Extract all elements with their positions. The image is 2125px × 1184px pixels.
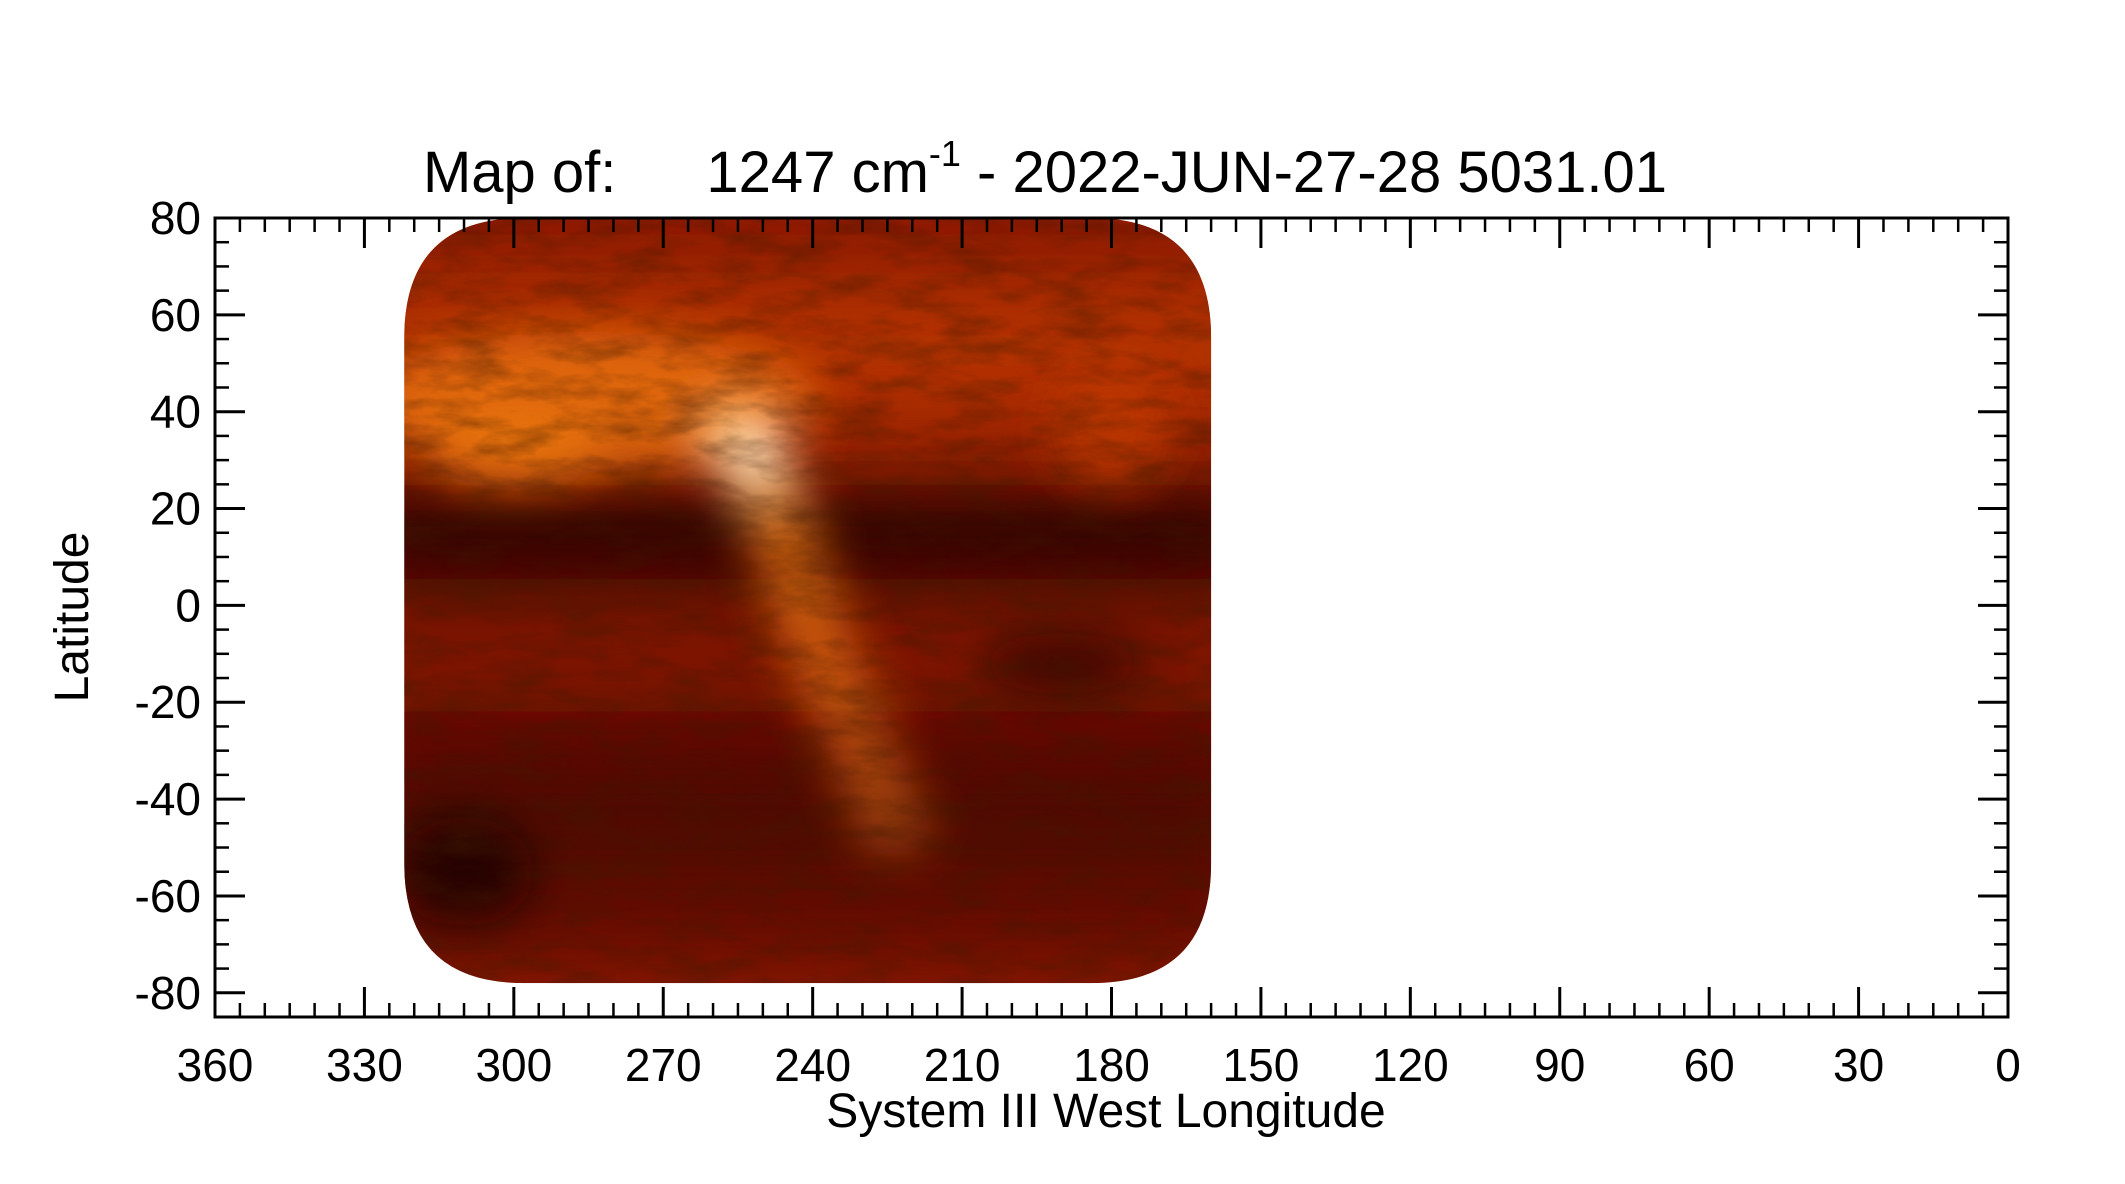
x-tick-label: 0	[1995, 1039, 2021, 1091]
y-tick-label: 60	[150, 289, 201, 341]
chart-title: Map of: 1247 cm-1 - 2022-JUN-27-28 5031.0…	[423, 133, 1667, 205]
y-tick-label: -20	[135, 676, 201, 728]
x-tick-label: 120	[1372, 1039, 1449, 1091]
x-tick-label: 30	[1833, 1039, 1884, 1091]
x-tick-label: 150	[1223, 1039, 1300, 1091]
heatmap-texture	[404, 218, 1212, 984]
x-tick-label: 240	[774, 1039, 851, 1091]
y-tick-label: -40	[135, 773, 201, 825]
y-tick-label: 80	[150, 192, 201, 244]
y-tick-label: 20	[150, 483, 201, 535]
title-prefix: Map of:	[423, 140, 616, 205]
y-tick-label: -80	[135, 967, 201, 1019]
x-tick-label: 330	[326, 1039, 403, 1091]
title-value: 1247 cm	[706, 140, 928, 205]
x-axis: 360 330 300 270 240 210 180 150 120 90 60 30 0	[177, 218, 2021, 1091]
x-tick-label: 300	[475, 1039, 552, 1091]
y-tick-label: 40	[150, 386, 201, 438]
x-tick-label: 90	[1534, 1039, 1585, 1091]
x-axis-label: System III West Longitude	[826, 1085, 1385, 1138]
y-tick-label: 0	[175, 579, 201, 631]
y-tick-label: -60	[135, 870, 201, 922]
title-superscript: -1	[929, 133, 961, 174]
x-tick-label: 270	[625, 1039, 702, 1091]
heatmap	[404, 218, 1212, 984]
x-tick-label: 360	[177, 1039, 254, 1091]
x-tick-label: 60	[1684, 1039, 1735, 1091]
y-axis: 80 60 40 20 0 -20 -40 -60 -80	[135, 192, 2008, 1019]
x-tick-label: 210	[924, 1039, 1001, 1091]
x-tick-label: 180	[1073, 1039, 1150, 1091]
y-axis-label: Latitude	[46, 532, 99, 703]
title-suffix: - 2022-JUN-27-28 5031.01	[961, 140, 1667, 205]
